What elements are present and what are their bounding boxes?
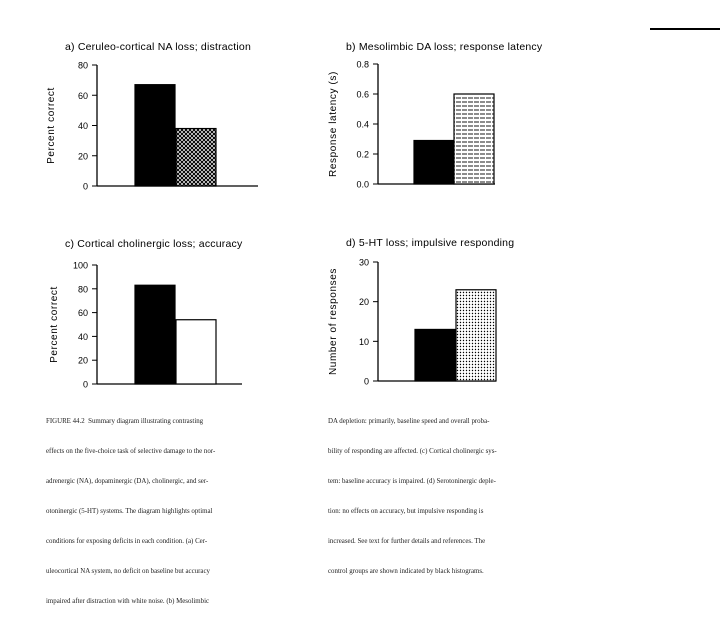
- y-axis-label: Percent correct: [49, 286, 60, 363]
- caption-line: otoninergic (5-HT) systems. The diagram …: [46, 508, 213, 515]
- y-tick-label: 60: [78, 308, 88, 318]
- y-tick-label: 0.2: [356, 150, 369, 160]
- charts-canvas: 0 20 40 60 80 Percent correct 0.0 0.2 0.4 0.6 0.8 R…: [46, 60, 497, 390]
- caption-line: conditions for exposing deficits in each…: [46, 538, 208, 545]
- bar: [134, 84, 176, 187]
- caption-line: impaired after distraction with white no…: [46, 598, 210, 605]
- y-tick-label: 0: [83, 182, 88, 192]
- caption-line: control groups are shown indicated by bl…: [328, 568, 484, 575]
- y-tick-label: 20: [78, 356, 88, 366]
- y-tick-label: 80: [78, 284, 88, 294]
- caption-line: tion: no effects on accuracy, but impuls…: [328, 508, 484, 515]
- bar: [175, 319, 217, 385]
- y-tick-label: 40: [78, 332, 88, 342]
- y-tick-label: 10: [359, 337, 369, 347]
- figure-page: a) Ceruleo-cortical NA loss; distraction…: [46, 28, 720, 605]
- y-axis-label: Number of responses: [328, 268, 339, 375]
- y-tick-label: 0: [364, 377, 369, 387]
- caption-line: uleocortical NA system, no deficit on ba…: [46, 568, 210, 575]
- y-tick-label: 20: [78, 151, 88, 161]
- caption-left: FIGURE 44.2 Summary diagram illustrating…: [46, 397, 215, 627]
- y-axis-label: Response latency (s): [328, 71, 339, 177]
- caption-line: tem: baseline accuracy is impaired. (d) …: [328, 478, 496, 485]
- y-tick-label: 20: [359, 297, 369, 307]
- panel-d-title: d) 5-HT loss; impulsive responding: [346, 237, 515, 249]
- caption-line: adrenergic (NA), dopaminergic (DA), chol…: [46, 478, 209, 485]
- caption-line: bility of responding are affected. (c) C…: [328, 448, 497, 455]
- panel-c-title: c) Cortical cholinergic loss; accuracy: [65, 238, 243, 250]
- caption-line: FIGURE 44.2 Summary diagram illustrating…: [46, 418, 204, 425]
- caption-line: increased. See text for further details …: [328, 538, 486, 545]
- panel-a-title: a) Ceruleo-cortical NA loss; distraction: [65, 41, 251, 53]
- y-tick-label: 100: [73, 261, 88, 271]
- bar: [134, 284, 176, 385]
- caption-line: effects on the five-choice task of selec…: [46, 448, 216, 455]
- caption-right: DA depletion: primarily, baseline speed …: [328, 397, 497, 597]
- y-tick-label: 30: [359, 258, 369, 268]
- y-tick-label: 40: [78, 121, 88, 131]
- y-tick-label: 0.8: [356, 60, 369, 70]
- y-axis-label: Percent correct: [46, 87, 57, 164]
- bar: [453, 93, 495, 185]
- y-tick-label: 60: [78, 91, 88, 101]
- caption-line: DA depletion: primarily, baseline speed …: [328, 418, 490, 425]
- y-tick-label: 0.4: [356, 120, 369, 130]
- y-tick-label: 0: [83, 380, 88, 390]
- bar: [455, 289, 497, 382]
- corner-rule: [650, 28, 720, 30]
- bar: [413, 139, 455, 185]
- y-tick-label: 0.0: [356, 180, 369, 190]
- y-tick-label: 0.6: [356, 90, 369, 100]
- panel-b-title: b) Mesolimbic DA loss; response latency: [346, 41, 543, 53]
- bar: [175, 127, 217, 187]
- y-tick-label: 80: [78, 61, 88, 71]
- bar: [414, 328, 456, 382]
